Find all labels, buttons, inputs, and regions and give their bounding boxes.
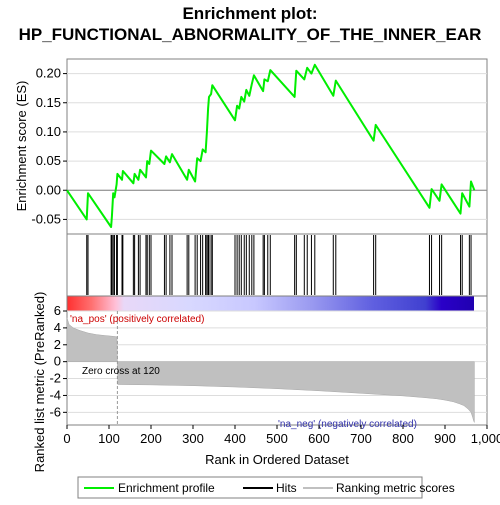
es-panel bbox=[66, 58, 488, 235]
es-y-tick-label: 0.05 bbox=[36, 153, 61, 168]
neg-correlated-label: 'na_neg' (negatively correlated) bbox=[278, 419, 417, 430]
x-axis-label: Rank in Ordered Dataset bbox=[205, 452, 349, 467]
zero-cross-label: Zero cross at 120 bbox=[82, 366, 160, 377]
x-axis-ticks: 0 100 200 300 400 500 600 700 800 900 1,000 bbox=[63, 425, 500, 446]
metric-y-axis-label: Ranked list metric (PreRanked) bbox=[32, 292, 47, 473]
legend-enrichment-profile: Enrichment profile bbox=[118, 481, 215, 495]
x-tick-label: 500 bbox=[266, 431, 288, 446]
hits-marks bbox=[86, 235, 472, 295]
es-y-tick-label: 0.15 bbox=[36, 95, 61, 110]
x-tick-label: 900 bbox=[434, 431, 456, 446]
metric-y-tick-label: 0 bbox=[54, 354, 61, 369]
es-y-ticks: 0.20 0.15 0.10 0.05 0.00 -0.05 bbox=[31, 66, 67, 226]
x-tick-label: 800 bbox=[392, 431, 414, 446]
x-tick-label: 1,000 bbox=[471, 431, 500, 446]
chart-title-line2: HP_FUNCTIONAL_ABNORMALITY_OF_THE_INNER_E… bbox=[19, 25, 482, 44]
legend-ranking-metric-scores: Ranking metric scores bbox=[336, 481, 455, 495]
enrichment-profile-line bbox=[66, 63, 476, 228]
hits-panel bbox=[66, 233, 488, 297]
rank-color-bar bbox=[67, 296, 474, 311]
metric-y-tick-label: -2 bbox=[49, 371, 61, 386]
metric-y-ticks: 6 4 2 0 -2-4 -6 bbox=[49, 303, 67, 419]
x-tick-label: 300 bbox=[182, 431, 204, 446]
es-y-tick-label: 0.10 bbox=[36, 124, 61, 139]
metric-y-tick-label: 4 bbox=[54, 320, 61, 335]
pos-correlated-label: 'na_pos' (positively correlated) bbox=[70, 314, 204, 325]
metric-y-tick-label: -6 bbox=[49, 404, 61, 419]
ranking-metric-area bbox=[66, 317, 475, 423]
legend-hits: Hits bbox=[276, 481, 297, 495]
x-tick-label: 0 bbox=[63, 431, 70, 446]
x-tick-label: 600 bbox=[308, 431, 330, 446]
metric-y-tick-label: -4 bbox=[49, 387, 61, 402]
es-y-tick-label: -0.05 bbox=[31, 211, 61, 226]
x-tick-label: 100 bbox=[98, 431, 120, 446]
x-tick-label: 200 bbox=[140, 431, 162, 446]
metric-y-tick-label: 2 bbox=[54, 337, 61, 352]
x-tick-label: 700 bbox=[350, 431, 372, 446]
es-y-tick-label: 0.20 bbox=[36, 66, 61, 81]
es-y-tick-label: 0.00 bbox=[36, 182, 61, 197]
es-y-axis-label: Enrichment score (ES) bbox=[14, 81, 29, 212]
chart-title-line1: Enrichment plot: bbox=[182, 4, 317, 23]
x-tick-label: 400 bbox=[224, 431, 246, 446]
metric-y-tick-label: 6 bbox=[54, 303, 61, 318]
